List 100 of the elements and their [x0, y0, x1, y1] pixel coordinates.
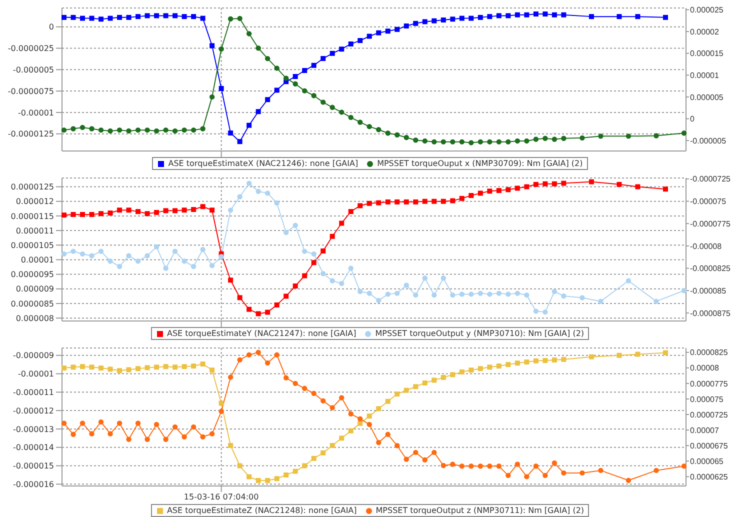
point: [70, 14, 76, 20]
point: [144, 253, 150, 258]
point: [274, 200, 280, 206]
y-tick-label: -0.0000075: [8, 86, 54, 96]
point: [506, 187, 511, 192]
point: [487, 188, 492, 194]
point: [450, 462, 456, 467]
point: [62, 212, 66, 218]
point: [135, 420, 141, 426]
point: [237, 463, 242, 468]
point: [218, 46, 224, 52]
point: [542, 181, 548, 186]
point: [228, 374, 234, 380]
point: [136, 366, 141, 372]
y2-tick-label: 0.0000625: [690, 472, 728, 482]
point: [320, 56, 326, 62]
point: [89, 16, 94, 21]
point: [404, 388, 409, 393]
point: [154, 364, 160, 370]
point: [182, 127, 187, 133]
point: [524, 138, 530, 144]
point: [154, 244, 160, 250]
point: [348, 266, 354, 271]
point: [320, 398, 326, 404]
point: [265, 310, 270, 315]
point: [98, 419, 104, 425]
y2-tick-label: 0.000025: [690, 6, 724, 15]
point: [116, 420, 122, 426]
point: [394, 26, 400, 32]
point: [358, 288, 363, 294]
point: [136, 14, 141, 20]
point: [626, 278, 632, 284]
point: [172, 13, 178, 18]
point: [126, 436, 132, 442]
point: [506, 292, 511, 297]
point: [70, 212, 76, 217]
point: [154, 128, 160, 134]
point: [496, 139, 502, 144]
point: [182, 208, 187, 213]
point: [210, 368, 215, 373]
point: [681, 288, 687, 294]
point: [61, 251, 67, 257]
point: [468, 193, 474, 198]
point: [616, 182, 622, 187]
point: [496, 290, 502, 296]
point: [468, 464, 474, 469]
point: [339, 220, 344, 226]
point: [487, 464, 492, 469]
y-tick-label: 0.0000105: [10, 240, 54, 250]
point: [163, 266, 168, 271]
y2-tick-label: 0.00002: [690, 27, 720, 36]
point: [172, 364, 178, 370]
point: [496, 188, 502, 194]
point: [366, 422, 372, 428]
point: [533, 182, 538, 187]
point: [320, 450, 326, 456]
point: [172, 424, 178, 430]
point: [422, 19, 428, 24]
x-tick-label: 15-03-16 07:04:00: [184, 492, 259, 502]
y2-tick-label: 0.000005: [690, 92, 724, 102]
point: [394, 199, 400, 204]
point: [302, 88, 308, 94]
point: [182, 258, 187, 264]
y2-tick-label: -0.0000825: [690, 264, 732, 274]
point: [228, 16, 234, 22]
y2-tick-label: -0.0000875: [690, 308, 732, 318]
point: [552, 288, 558, 294]
point: [210, 43, 215, 48]
point: [200, 204, 206, 210]
y-tick-label: -0.00001: [18, 108, 54, 118]
point: [136, 209, 141, 214]
point: [459, 139, 465, 144]
point: [108, 258, 113, 264]
point: [478, 366, 483, 372]
point: [478, 14, 483, 20]
point: [163, 364, 168, 370]
point: [62, 366, 66, 371]
point: [681, 464, 687, 469]
y-tick-label: 0.0000115: [10, 212, 54, 221]
point: [264, 190, 270, 196]
point: [210, 208, 215, 213]
y-tick-label: 0.000009: [16, 284, 54, 294]
point: [108, 128, 113, 134]
point: [292, 81, 298, 86]
point: [432, 378, 437, 383]
point: [552, 460, 558, 466]
point: [450, 292, 456, 298]
point: [366, 34, 372, 39]
point: [172, 248, 178, 254]
point: [542, 11, 548, 16]
point: [422, 276, 428, 281]
point: [237, 194, 242, 200]
legend-label: MPSSET torqueOutput y (NMP30710): Nm [GAIA] (2): [374, 329, 584, 338]
point: [200, 246, 206, 252]
point: [246, 352, 252, 358]
point: [256, 188, 261, 194]
point: [552, 181, 557, 186]
y-tick-label: -0.000013: [12, 424, 54, 434]
y2-tick-label: 0.000065: [690, 456, 724, 466]
point: [246, 122, 252, 128]
